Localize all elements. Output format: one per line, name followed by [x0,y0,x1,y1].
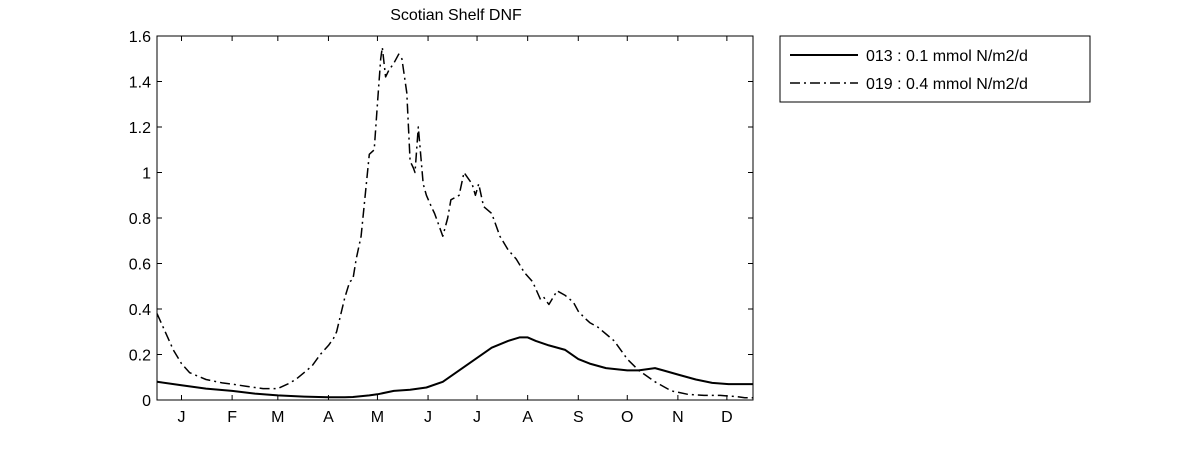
y-tick-label: 0.4 [129,302,151,319]
x-tick-label: J [424,409,432,426]
legend: 013 : 0.1 mmol N/m2/d 019 : 0.4 mmol N/m… [779,35,1091,103]
x-tick-label: F [227,409,237,426]
x-tick-label: S [573,409,584,426]
x-tick-label: M [371,409,384,426]
y-axis: 0 0.2 0.4 0.6 0.8 1 1.2 1.4 1.6 [129,29,753,410]
legend-label-series-2: 019 : 0.4 mmol N/m2/d [866,76,1028,93]
legend-label-series-1: 013 : 0.1 mmol N/m2/d [866,48,1028,65]
x-tick-label: A [323,409,334,426]
series-layer [156,46,753,399]
x-tick-label: N [672,409,684,426]
series-line-1 [156,336,753,399]
x-tick-label: D [721,409,733,426]
plot-area [156,35,754,401]
x-tick-label: O [621,409,633,426]
y-tick-label: 0.2 [129,348,151,365]
legend-box [779,35,1091,103]
x-tick-label: M [271,409,284,426]
x-tick-label: J [473,409,481,426]
series-line-2 [156,46,753,399]
y-tick-label: 1.4 [129,75,151,92]
y-tick-label: 0.6 [129,257,151,274]
y-tick-label: 1.6 [129,29,151,46]
y-tick-label: 1 [142,166,151,183]
y-tick-label: 0 [142,393,151,410]
y-tick-label: 0.8 [129,211,151,228]
y-tick-label: 1.2 [129,120,151,137]
x-tick-label: A [522,409,533,426]
chart-title: Scotian Shelf DNF [390,7,522,24]
x-tick-label: J [177,409,185,426]
